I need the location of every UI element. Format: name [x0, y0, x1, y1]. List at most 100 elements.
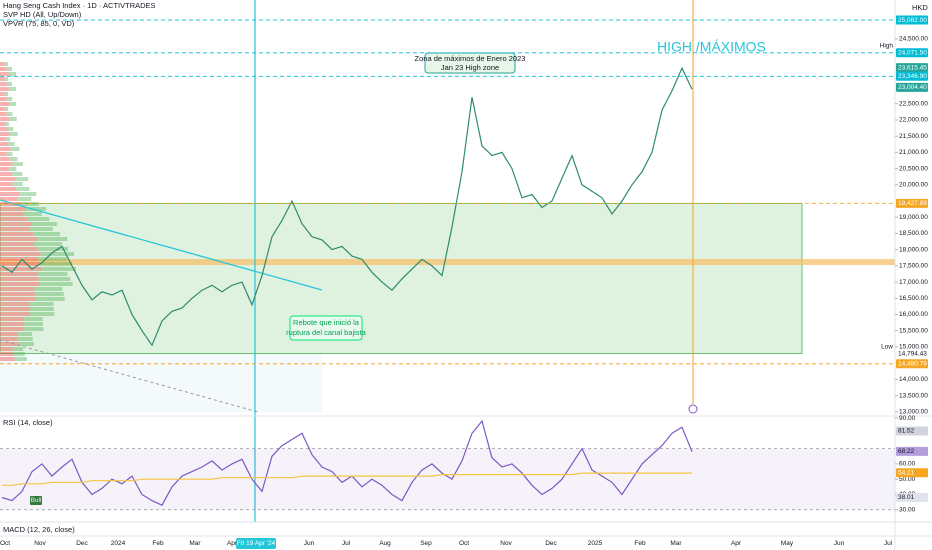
price-label: 81.52: [898, 428, 915, 435]
x-tick-label: Feb: [634, 540, 646, 547]
profile-bar: [19, 192, 37, 196]
profile-bar: [0, 62, 5, 66]
annotation: Jan 23 High zone: [441, 63, 499, 72]
profile-bar: [0, 332, 18, 336]
y-tick-label: 13,000.00: [899, 408, 928, 415]
y-tick-label: 90.00: [899, 415, 916, 422]
profile-bar: [0, 67, 7, 71]
profile-bar: [0, 352, 14, 356]
profile-bar: [0, 107, 5, 111]
annotation: Zona de máximos de Enero 2023: [415, 54, 526, 63]
profile-bar: [0, 142, 9, 146]
profile-bar: [29, 312, 55, 316]
indicator-label: MACD (12, 26, close): [3, 525, 75, 534]
profile-bar: [0, 212, 24, 216]
profile-bar: [18, 337, 33, 341]
profile-bar: [0, 232, 34, 236]
profile-bar: [0, 347, 13, 351]
profile-bar: [23, 327, 44, 331]
profile-bar: [0, 122, 5, 126]
y-tick-label: 17,500.00: [899, 263, 928, 270]
range-box: [0, 203, 803, 354]
x-tick-label: Mar: [189, 540, 201, 547]
profile-bar: [0, 82, 7, 86]
x-tick-label: Nov: [34, 540, 46, 547]
price-box: [896, 198, 928, 208]
price-label: 25,082.00: [898, 17, 927, 24]
profile-bar: [0, 77, 5, 81]
profile-bar: [40, 252, 74, 256]
profile-bar: [4, 107, 9, 111]
profile-bar: [0, 177, 16, 181]
profile-bar: [10, 147, 20, 151]
indicator-label: VPVR (75, 85, 0, VD): [3, 19, 75, 28]
profile-bar: [4, 92, 9, 96]
profile-bar: [8, 87, 17, 91]
profile-bar: [17, 197, 32, 201]
price-label: 14,794.43: [898, 350, 927, 357]
profile-bar: [0, 132, 10, 136]
profile-bar: [0, 302, 30, 306]
profile-bar: [0, 137, 6, 141]
price-box: [896, 426, 928, 436]
y-tick-label: 16,000.00: [899, 311, 928, 318]
profile-bar: [0, 357, 15, 361]
profile-bar: [4, 77, 9, 81]
y-tick-label: 13,500.00: [899, 392, 928, 399]
price-label: 24,071.50: [898, 50, 927, 57]
profile-bar: [28, 227, 53, 231]
profile-bar: [13, 352, 25, 356]
profile-bar: [0, 337, 19, 341]
profile-bar: [34, 287, 63, 291]
profile-bar: [0, 342, 19, 346]
x-tick-label: Sep: [420, 540, 432, 547]
profile-bar: [23, 322, 43, 326]
x-tick-label: Aug: [379, 540, 391, 547]
y-tick-label: 50.00: [899, 476, 916, 483]
profile-bar: [31, 222, 58, 226]
y-tick-label: 22,500.00: [899, 100, 928, 107]
profile-bar: [39, 282, 73, 286]
profile-bar: [35, 292, 64, 296]
price-tag: High: [880, 43, 894, 50]
x-tick-label: 2025: [588, 540, 603, 547]
profile-bar: [0, 92, 5, 96]
y-tick-label: 15,500.00: [899, 327, 928, 334]
price-label: 19,427.89: [898, 200, 927, 207]
annotation: ruptura del canal bajista: [286, 328, 366, 337]
profile-bar: [41, 267, 76, 271]
series-line: [1, 66, 693, 347]
profile-bar: [0, 72, 9, 76]
profile-bar: [0, 247, 38, 251]
price-box: [896, 493, 928, 503]
price-box: [896, 349, 928, 359]
profile-bar: [36, 257, 68, 261]
x-tick-label: Jun: [834, 540, 845, 547]
price-box: [896, 63, 928, 73]
x-tick-label: Dec: [545, 540, 557, 547]
profile-bar: [18, 342, 34, 346]
x-tick-label: Oct: [0, 540, 10, 547]
event-icon[interactable]: [688, 404, 698, 414]
profile-bar: [12, 172, 23, 176]
profile-bar: [0, 192, 20, 196]
profile-bar: [37, 247, 69, 251]
annotation-box: [289, 315, 363, 341]
profile-bar: [0, 277, 39, 281]
y-tick-label: 30.00: [899, 506, 916, 513]
annotation: HIGH /MÁXIMOS: [657, 39, 766, 55]
x-tick-label: Apr: [227, 540, 238, 547]
price-label: 54.21: [898, 469, 915, 476]
price-box: [896, 468, 928, 478]
profile-bar: [29, 302, 54, 306]
profile-bar: [34, 242, 62, 246]
profile-bar: [21, 202, 39, 206]
profile-bar: [23, 317, 43, 321]
y-tick-label: 15,000.00: [899, 344, 928, 351]
profile-bar: [6, 97, 13, 101]
profile-bar: [12, 162, 23, 166]
x-tick-label: Jun: [304, 540, 315, 547]
profile-bar: [0, 217, 28, 221]
annotation: Rebote que inició la: [293, 318, 360, 327]
y-tick-label: 18,000.00: [899, 246, 928, 253]
